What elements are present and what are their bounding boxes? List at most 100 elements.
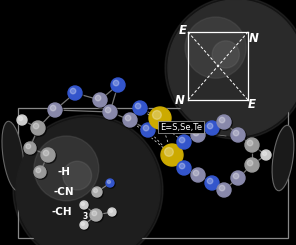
Circle shape: [63, 161, 91, 190]
Text: -CH: -CH: [52, 207, 73, 217]
Circle shape: [245, 158, 259, 172]
Circle shape: [34, 166, 46, 178]
Circle shape: [111, 78, 125, 92]
Circle shape: [218, 116, 232, 130]
Circle shape: [91, 210, 103, 222]
Circle shape: [262, 151, 272, 161]
Circle shape: [104, 106, 118, 120]
Circle shape: [34, 136, 99, 201]
Text: E: E: [248, 98, 256, 110]
Circle shape: [217, 115, 231, 129]
Circle shape: [124, 114, 138, 128]
Circle shape: [231, 171, 245, 185]
Circle shape: [161, 144, 183, 166]
Circle shape: [179, 163, 185, 169]
Circle shape: [152, 110, 161, 119]
Text: -H: -H: [57, 167, 70, 177]
Circle shape: [70, 88, 76, 94]
Circle shape: [217, 183, 231, 197]
Circle shape: [93, 188, 103, 198]
Circle shape: [212, 41, 239, 68]
Circle shape: [207, 178, 213, 184]
Circle shape: [80, 221, 88, 229]
Circle shape: [43, 150, 49, 156]
Circle shape: [25, 143, 37, 155]
Circle shape: [168, 0, 296, 136]
Circle shape: [161, 145, 184, 168]
Circle shape: [206, 122, 220, 136]
Circle shape: [92, 187, 102, 197]
Circle shape: [49, 104, 63, 118]
Circle shape: [112, 79, 126, 93]
Circle shape: [143, 125, 149, 131]
Circle shape: [93, 93, 107, 107]
Circle shape: [247, 140, 253, 146]
Circle shape: [81, 222, 89, 230]
Circle shape: [108, 208, 116, 216]
Circle shape: [219, 185, 225, 191]
Circle shape: [263, 152, 267, 156]
Circle shape: [48, 103, 62, 117]
Circle shape: [35, 167, 47, 179]
Circle shape: [246, 139, 260, 153]
Circle shape: [32, 122, 46, 136]
Circle shape: [36, 168, 41, 173]
Circle shape: [13, 115, 163, 245]
Circle shape: [247, 160, 253, 166]
Circle shape: [178, 136, 192, 150]
Circle shape: [90, 209, 102, 221]
Circle shape: [18, 116, 28, 126]
Circle shape: [191, 128, 205, 142]
Circle shape: [81, 222, 84, 225]
Circle shape: [232, 172, 246, 186]
Circle shape: [69, 87, 83, 101]
Circle shape: [205, 176, 219, 190]
Circle shape: [193, 170, 199, 176]
Circle shape: [125, 115, 131, 121]
Circle shape: [233, 130, 239, 136]
Circle shape: [17, 115, 27, 125]
Circle shape: [50, 105, 56, 111]
Circle shape: [92, 211, 97, 216]
Circle shape: [191, 168, 205, 182]
Circle shape: [94, 189, 98, 193]
Circle shape: [42, 149, 56, 163]
Text: 3: 3: [83, 211, 88, 220]
Ellipse shape: [272, 125, 294, 191]
Circle shape: [81, 202, 89, 210]
Circle shape: [178, 162, 192, 176]
Circle shape: [135, 103, 141, 109]
Circle shape: [106, 179, 114, 187]
Text: -CN: -CN: [54, 187, 75, 197]
Text: N: N: [249, 32, 259, 45]
Circle shape: [233, 173, 239, 179]
Circle shape: [165, 0, 296, 139]
Circle shape: [31, 121, 45, 135]
Circle shape: [179, 137, 185, 143]
Circle shape: [109, 209, 112, 212]
Circle shape: [246, 159, 260, 173]
Ellipse shape: [2, 121, 24, 191]
Circle shape: [107, 180, 115, 188]
Circle shape: [177, 135, 191, 149]
Circle shape: [192, 169, 206, 183]
Circle shape: [109, 209, 117, 217]
Circle shape: [19, 117, 22, 121]
Circle shape: [105, 107, 111, 113]
Circle shape: [16, 118, 160, 245]
Circle shape: [95, 95, 101, 101]
Circle shape: [193, 130, 199, 136]
Circle shape: [133, 101, 147, 115]
Circle shape: [165, 147, 173, 156]
Circle shape: [231, 128, 245, 142]
Circle shape: [177, 161, 191, 175]
Circle shape: [207, 123, 213, 129]
Circle shape: [245, 138, 259, 152]
Circle shape: [149, 107, 171, 129]
Circle shape: [81, 202, 84, 206]
Text: N: N: [175, 94, 185, 107]
Circle shape: [218, 184, 232, 198]
Circle shape: [24, 142, 36, 154]
Circle shape: [103, 105, 117, 119]
Circle shape: [134, 102, 148, 116]
